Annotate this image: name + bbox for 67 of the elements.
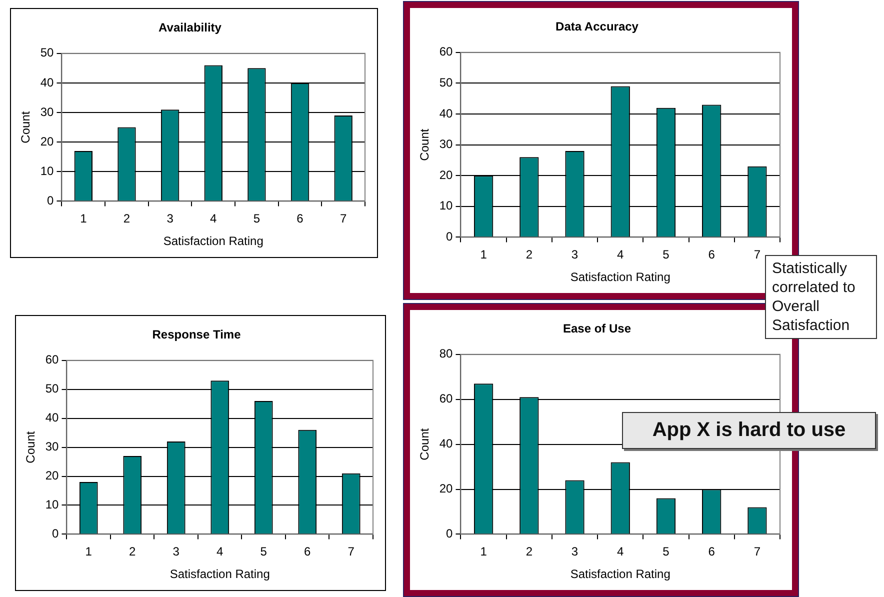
x-tick-label: 7 [340,212,347,226]
y-tick-label: 0 [446,230,454,244]
x-tick-label: 4 [617,544,624,559]
x-tick-label: 4 [210,212,218,226]
x-axis-title: Satisfaction Rating [163,234,264,248]
x-tick-label: 3 [172,544,180,559]
x-tick-label: 5 [260,544,268,559]
y-tick-label: 0 [47,194,54,208]
text: Statistically correlated to Overall Satisfaction [765,255,877,339]
x-tick-label: 2 [526,248,533,262]
y-tick-label: 40 [439,436,454,451]
y-tick-label: 10 [439,198,454,213]
y-tick-label: 40 [439,106,454,120]
x-tick-label: 7 [754,248,761,262]
chart-title: Availability [158,20,222,35]
y-tick-label: 30 [45,440,60,454]
x-axis-title: Satisfaction Rating [570,270,670,284]
x-tick-label: 1 [80,212,88,226]
x-tick-label: 5 [253,212,260,226]
x-tick-label: 6 [296,212,304,226]
x-tick-label: 2 [526,544,533,559]
x-tick-label: 4 [216,544,224,559]
y-axis-title: Count [418,428,432,460]
x-tick-label: 1 [85,544,92,559]
y-axis-title: Count [18,110,33,144]
x-tick-label: 2 [129,544,136,559]
y-tick-label: 20 [439,482,454,496]
chart-title: Data Accuracy [556,20,639,34]
y-axis-title: Count [24,430,38,464]
y-tick-label: 20 [45,468,60,483]
y-axis-title: Count [418,128,432,161]
y-tick-label: 80 [439,346,454,361]
y-tick-label: 0 [446,526,454,541]
y-tick-label: 20 [439,168,454,182]
x-tick-label: 4 [617,248,624,262]
x-tick-label: 2 [123,212,130,226]
y-tick-label: 60 [439,392,454,406]
x-tick-label: 7 [348,544,355,559]
x-tick-label: 1 [480,248,488,262]
x-tick-label: 1 [480,544,488,559]
annotation: App X is hard to use [622,412,876,449]
y-tick-label: 60 [45,352,60,367]
x-tick-label: 3 [571,544,578,559]
y-tick-label: 50 [439,76,454,90]
x-tick-label: 3 [571,248,578,262]
y-tick-label: 10 [45,498,60,512]
y-tick-label: 50 [45,382,60,396]
chart-title: Response Time [152,328,242,342]
y-tick-label: 0 [52,526,60,541]
y-tick-label: 30 [439,137,454,152]
x-tick-label: 3 [166,212,174,226]
y-tick-label: 60 [439,44,454,59]
x-tick-label: 5 [662,248,670,262]
x-tick-label: 6 [708,248,716,262]
x-axis-title: Satisfaction Rating [170,567,270,582]
y-tick-label: 30 [40,104,54,119]
y-tick-label: 20 [40,134,54,148]
x-tick-label: 5 [662,544,670,559]
x-tick-label: 7 [754,544,761,559]
x-axis-title: Satisfaction Rating [570,567,670,582]
y-tick-label: 50 [40,46,54,60]
y-tick-label: 10 [40,164,54,178]
x-tick-label: 6 [304,544,312,559]
y-tick-label: 40 [40,75,54,90]
chart-title: Ease of Use [562,322,632,336]
y-tick-label: 40 [45,410,60,425]
x-tick-label: 6 [708,544,716,559]
